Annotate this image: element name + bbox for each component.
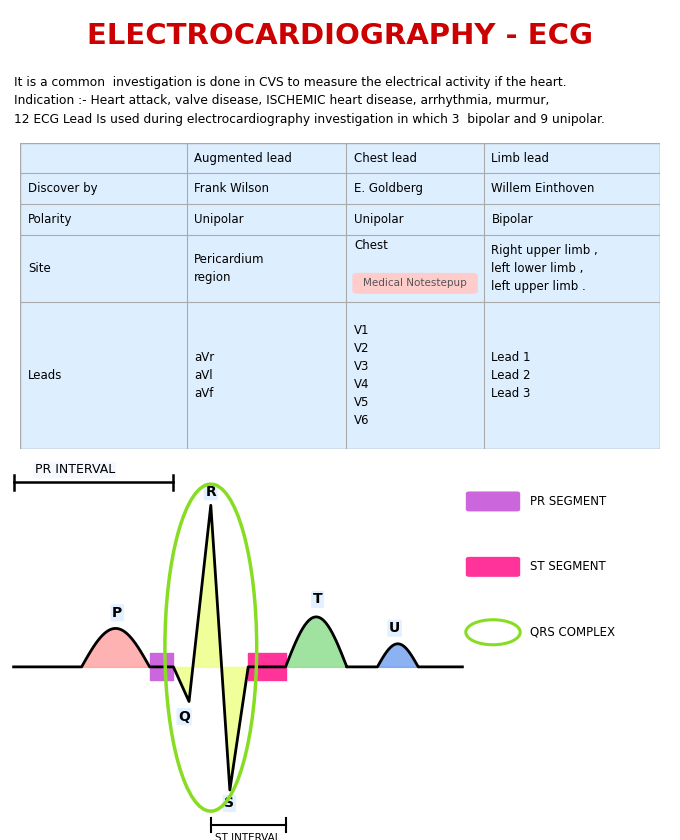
FancyBboxPatch shape [466,491,520,512]
Text: QRS COMPLEX: QRS COMPLEX [530,626,615,638]
Text: ST INTERVAL: ST INTERVAL [216,833,281,840]
Text: Lead 1
Lead 2
Lead 3: Lead 1 Lead 2 Lead 3 [492,351,531,401]
Text: It is a common  investigation is done in CVS to measure the electrical activity : It is a common investigation is done in … [14,76,605,126]
Text: R: R [205,485,216,499]
FancyBboxPatch shape [466,557,520,577]
Text: Discover by: Discover by [28,182,98,195]
Text: T: T [313,592,322,606]
Text: Medical Notestepup: Medical Notestepup [363,278,467,288]
Text: Site: Site [28,262,51,275]
Text: Polarity: Polarity [28,213,73,226]
Text: Willem Einthoven: Willem Einthoven [492,182,595,195]
Text: PR SEGMENT: PR SEGMENT [530,495,607,508]
Text: Chest: Chest [354,239,388,252]
Text: Limb lead: Limb lead [492,152,549,165]
Text: ST SEGMENT: ST SEGMENT [530,560,606,574]
Text: P: P [112,606,122,620]
Text: E. Goldberg: E. Goldberg [354,182,423,195]
Text: Augmented lead: Augmented lead [194,152,292,165]
Text: ELECTROCARDIOGRAPHY - ECG: ELECTROCARDIOGRAPHY - ECG [87,22,593,50]
Text: Bipolar: Bipolar [492,213,533,226]
FancyBboxPatch shape [20,143,660,449]
Text: Frank Wilson: Frank Wilson [194,182,269,195]
Text: Leads: Leads [28,370,63,382]
Text: Unipolar: Unipolar [354,213,404,226]
Text: S: S [224,796,235,811]
Text: aVr
aVl
aVf: aVr aVl aVf [194,351,214,401]
Text: U: U [389,622,401,635]
FancyBboxPatch shape [352,273,478,294]
Text: Q: Q [178,710,190,724]
Text: Chest lead: Chest lead [354,152,417,165]
Text: PR INTERVAL: PR INTERVAL [35,464,115,476]
Text: Pericardium
region: Pericardium region [194,253,265,284]
Text: V1
V2
V3
V4
V5
V6: V1 V2 V3 V4 V5 V6 [354,324,369,428]
Text: Right upper limb ,
left lower limb ,
left upper limb .: Right upper limb , left lower limb , lef… [492,244,598,293]
Text: Unipolar: Unipolar [194,213,244,226]
